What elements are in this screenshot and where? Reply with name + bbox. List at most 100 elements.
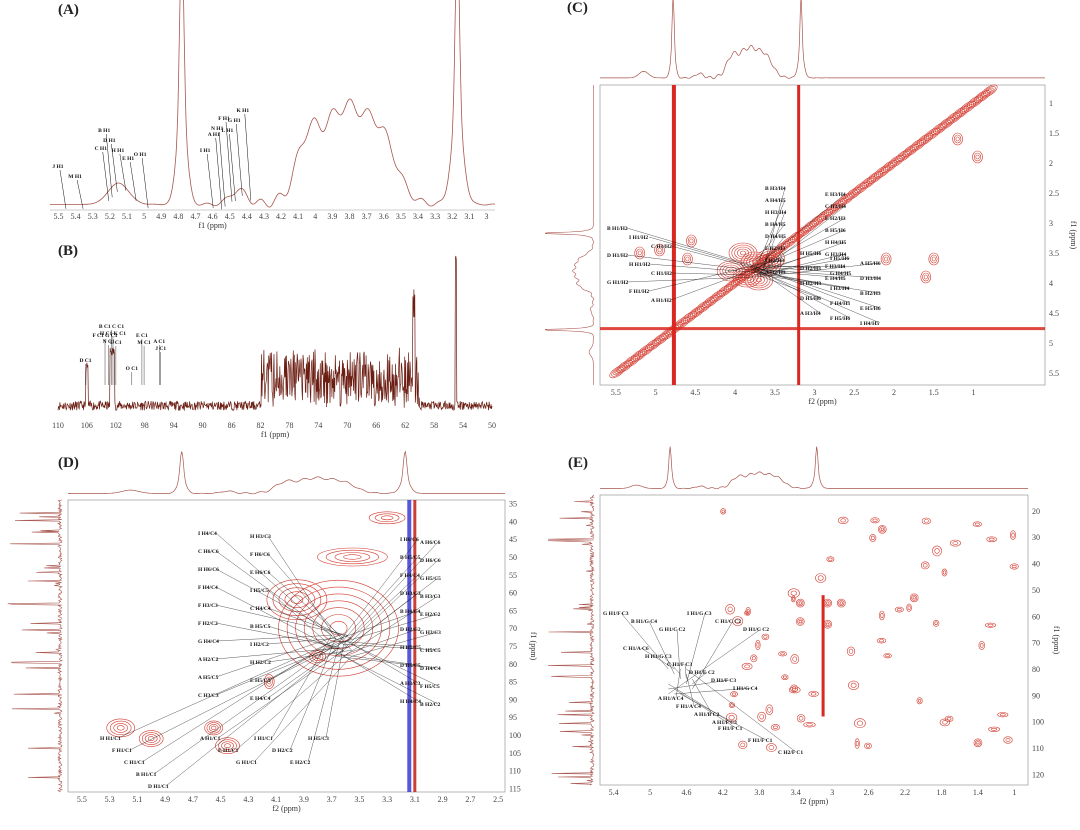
annotation-leader bbox=[648, 620, 675, 675]
peak-annotation: H H1/G C3 bbox=[645, 654, 672, 660]
contour-peak bbox=[116, 725, 125, 731]
contour-peak bbox=[732, 692, 737, 696]
y-tick-label: 3 bbox=[1049, 219, 1053, 228]
top-projection bbox=[600, 0, 1045, 80]
x-tick-label: 70 bbox=[343, 421, 351, 430]
contour-peak bbox=[949, 539, 961, 547]
contour-peak bbox=[980, 642, 984, 648]
annotation-leader bbox=[215, 622, 340, 648]
annotation-leader bbox=[756, 272, 851, 289]
contour-peak bbox=[113, 723, 128, 733]
annotation-leader bbox=[267, 571, 344, 639]
x-tick-label: 86 bbox=[228, 421, 236, 430]
annotation-leader bbox=[215, 550, 348, 648]
peak-annotation: H H5/H6 bbox=[800, 251, 821, 257]
x-tick-label: 3.5 bbox=[396, 212, 406, 221]
left-projection bbox=[7, 499, 64, 793]
y-tick-label: 70 bbox=[1032, 639, 1040, 648]
peak-annotation: D H5/H6 bbox=[800, 296, 821, 302]
annotation-leader bbox=[215, 635, 332, 642]
x-tick-label: 110 bbox=[52, 421, 64, 430]
contour-peak bbox=[141, 732, 161, 745]
x-axis-label: f2 (ppm) bbox=[272, 804, 301, 813]
contour-peak bbox=[739, 250, 747, 256]
contour-peak bbox=[1009, 563, 1019, 570]
annotation-leader bbox=[117, 635, 348, 739]
peak-annotation: I H3/H4 bbox=[830, 286, 849, 292]
peak-annotation: J C1 bbox=[155, 346, 166, 352]
annotation-leader bbox=[347, 641, 419, 684]
contour-peak bbox=[928, 252, 940, 266]
peak-annotation: H H1/H2 bbox=[629, 262, 650, 268]
x-tick-label: 5.3 bbox=[105, 795, 115, 804]
contour-peak bbox=[720, 508, 727, 515]
annotation-leader bbox=[640, 647, 675, 670]
peak-annotation: C H3/C3 bbox=[198, 693, 219, 699]
contour-peak bbox=[224, 743, 231, 749]
spectrum-e-svg: 5.4 5 4.6 4.2 3.8 3.4 3 2.6 2.2 1.8 1.4 1 f2 (ppm) 20… bbox=[547, 446, 1061, 806]
annotation-leader bbox=[153, 644, 336, 775]
contour-peak bbox=[941, 568, 948, 577]
peak-annotation: L C1 bbox=[110, 340, 122, 346]
contour-peak bbox=[999, 713, 1006, 717]
annotation-leader bbox=[267, 638, 336, 645]
contour-peak bbox=[325, 549, 380, 565]
peak-annotation: I H1/H2 bbox=[629, 235, 648, 241]
panel-label: (B) bbox=[58, 243, 78, 259]
y-tick-label: 110 bbox=[1032, 744, 1044, 753]
contour-peak bbox=[923, 519, 929, 523]
peak-annotation: H H4/H5 bbox=[825, 240, 846, 246]
x-tick-label: 5.1 bbox=[122, 212, 132, 221]
peak-annotation: D H1/E C2 bbox=[689, 670, 715, 676]
contour-peak bbox=[909, 593, 919, 603]
peak-annotation: H H5/C3 bbox=[308, 736, 329, 742]
peak-annotation: D H1/C1 bbox=[148, 784, 169, 790]
x-tick-label: 106 bbox=[81, 421, 93, 430]
annotation-leader bbox=[347, 628, 419, 654]
x-tick-label: 5.4 bbox=[609, 788, 619, 797]
contour-peak bbox=[922, 563, 928, 568]
peak-annotation: D H2/C2 bbox=[400, 627, 421, 633]
x-tick-label: 3 bbox=[813, 388, 817, 397]
x-tick-label: 74 bbox=[314, 421, 322, 430]
x-tick-label: 4.4 bbox=[242, 212, 252, 221]
y-tick-label: 95 bbox=[509, 713, 517, 722]
annotation-leader bbox=[235, 653, 348, 751]
x-tick-label: 66 bbox=[372, 421, 380, 430]
y-tick-label: 115 bbox=[509, 784, 521, 793]
contour-peak bbox=[741, 662, 753, 670]
x-tick-label: 2.2 bbox=[900, 788, 910, 797]
contour-peak bbox=[730, 691, 738, 697]
y-tick-label: 105 bbox=[509, 749, 521, 758]
annotation-leader bbox=[626, 227, 752, 266]
contour-peak bbox=[728, 702, 735, 708]
contour-peak bbox=[918, 698, 922, 703]
peak-annotation: D H2/C2 bbox=[272, 748, 293, 754]
annotation-leader bbox=[692, 671, 708, 685]
x-tick-label: 4.2 bbox=[718, 788, 728, 797]
peak-annotation: B H3/H4 bbox=[765, 186, 786, 192]
peak-annotation: F H1/F C1 bbox=[718, 726, 743, 732]
peak-annotation: F H1 bbox=[218, 116, 230, 122]
peak-annotation: G H3/C3 bbox=[420, 630, 441, 636]
peak-annotation: G H5/C5 bbox=[420, 576, 441, 582]
contour-peak bbox=[755, 639, 761, 651]
contour-peak bbox=[1009, 530, 1016, 540]
x-tick-label: 2 bbox=[892, 388, 896, 397]
plot-frame bbox=[599, 84, 1046, 386]
contour-peak bbox=[922, 272, 930, 282]
x-axis-label: f2 (ppm) bbox=[800, 797, 829, 806]
x-tick-label: 82 bbox=[257, 421, 265, 430]
peak-annotation: A H1/A C4 bbox=[658, 696, 684, 702]
annotation-leader bbox=[676, 628, 681, 680]
contour-peak bbox=[780, 652, 785, 656]
x-tick-label: 4.7 bbox=[190, 212, 200, 221]
annotation-leader bbox=[215, 532, 332, 636]
annotation-leader bbox=[750, 193, 846, 272]
contour-peak bbox=[972, 521, 982, 527]
peak-annotation: E H5/C5 bbox=[250, 678, 271, 684]
peak-annotation: D H6/C6 bbox=[420, 558, 441, 564]
peak-annotation: I H1/G C3 bbox=[687, 611, 712, 617]
y-tick-label: 90 bbox=[509, 695, 517, 704]
contour-peak bbox=[109, 720, 132, 736]
